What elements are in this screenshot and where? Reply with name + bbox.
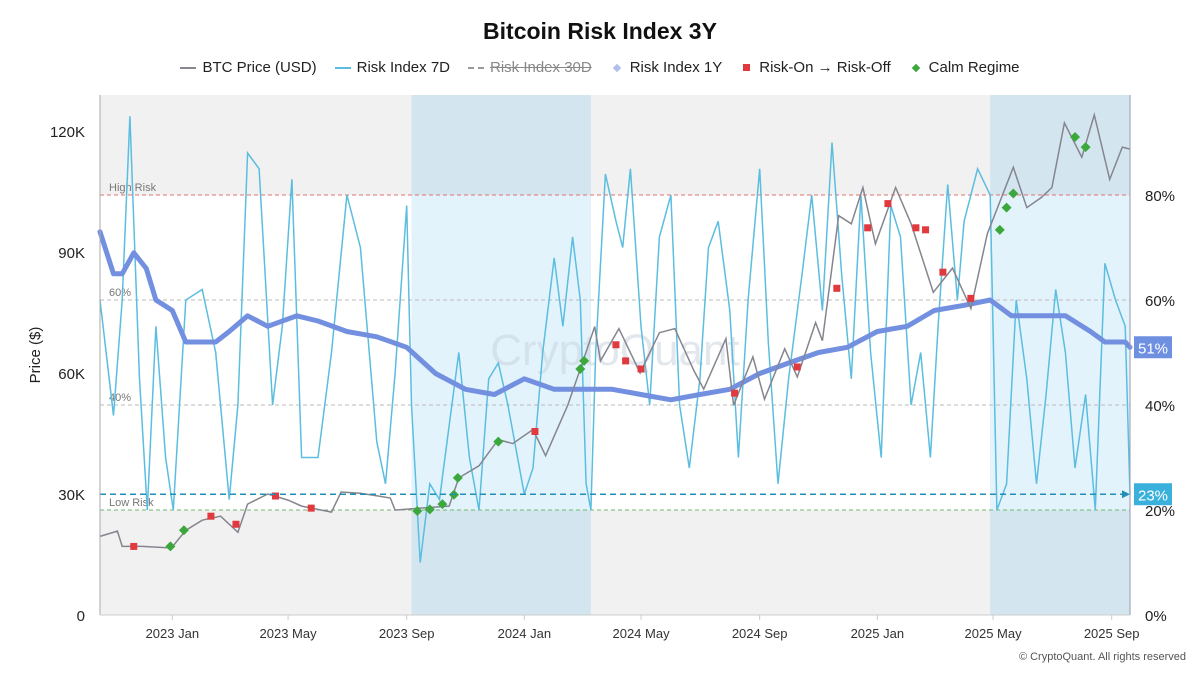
y2-tick-label: 80% [1145, 188, 1175, 205]
calm-regime-marker [437, 499, 448, 510]
risk-on-off-marker [833, 284, 841, 292]
x-tick-label: 2024 Sep [732, 626, 788, 641]
x-tick-label: 2023 Jan [146, 626, 200, 641]
shaded-period-band [990, 195, 1130, 510]
x-tick-label: 2023 May [260, 626, 318, 641]
risk-on-off-marker [531, 427, 539, 435]
legend-item[interactable]: Risk-On → Risk-Off [740, 59, 891, 76]
risk-on-off-marker [130, 542, 138, 550]
current-7d-arrow-icon [1122, 490, 1130, 499]
current-7d-badge [1134, 483, 1172, 506]
legend-item[interactable]: Risk Index 1Y [610, 59, 723, 76]
shaded-period-band [411, 195, 591, 510]
legend: BTC Price (USD) Risk Index 7D Risk Index 3… [0, 59, 1200, 76]
legend-label: Risk Index 30D [490, 59, 592, 76]
y-tick-label: 120K [50, 124, 85, 141]
risk-index-7d-line [99, 116, 1131, 563]
risk-on-off-marker [912, 224, 920, 232]
risk-on-off-marker [207, 512, 215, 520]
risk-on-off-marker [939, 268, 947, 276]
risk-on-off-marker [922, 226, 930, 234]
legend-label: Risk Index 1Y [629, 59, 723, 76]
neutral-band [100, 195, 1130, 510]
risk-on-off-marker [622, 357, 630, 365]
risk-on-off-marker [637, 365, 645, 373]
calm-regime-marker [452, 472, 463, 483]
legend-swatch-icon [743, 64, 751, 71]
y2-tick-label: 0% [1145, 608, 1167, 625]
x-tick-label: 2024 May [612, 626, 670, 641]
legend-swatch-icon [334, 66, 351, 69]
legend-item[interactable]: Risk Index 30D [468, 59, 592, 76]
risk-index-1y-line [97, 229, 1133, 403]
current-1y-label: 51% [1138, 340, 1168, 357]
risk-on-off-marker [864, 224, 872, 232]
copyright-footer: © CryptoQuant. All rights reserved [1018, 651, 1186, 663]
risk-on-off-marker [272, 492, 280, 500]
calm-regime-marker [178, 525, 189, 536]
risk-on-off-marker [731, 389, 739, 397]
legend-swatch-icon [468, 66, 484, 69]
risk-on-off-marker [793, 363, 801, 371]
reference-line-label: Low Risk [109, 497, 154, 509]
calm-regime-marker [1080, 142, 1091, 153]
risk-on-off-marker [612, 341, 620, 349]
y-tick-label: 90K [58, 245, 85, 262]
y-axis-title: Price ($) [27, 327, 44, 384]
calm-regime-marker [1008, 188, 1019, 199]
x-tick-label: 2023 Sep [379, 626, 435, 641]
calm-regime-marker [575, 363, 586, 374]
calm-regime-marker [1070, 132, 1081, 143]
y2-tick-label: 60% [1145, 293, 1175, 310]
risk-on-off-marker [232, 520, 240, 528]
y-tick-label: 0 [77, 608, 85, 625]
x-tick-label: 2025 May [965, 626, 1023, 641]
legend-label: Risk Index 7D [356, 59, 450, 76]
reference-line-label: 60% [109, 287, 131, 299]
x-tick-label: 2025 Jan [851, 626, 905, 641]
chart-title: Bitcoin Risk Index 3Y [483, 18, 717, 44]
x-tick-label: 2024 Jan [498, 626, 552, 641]
calm-regime-marker [412, 505, 423, 516]
calm-regime-marker [1001, 202, 1012, 213]
y2-tick-label: 40% [1145, 398, 1175, 415]
legend-label: Risk-On → Risk-Off [759, 59, 891, 76]
legend-item[interactable]: Risk Index 7D [334, 59, 450, 76]
current-7d-label: 23% [1138, 487, 1168, 504]
y-tick-label: 30K [58, 487, 85, 504]
legend-label: Calm Regime [928, 59, 1020, 76]
y2-tick-label: 20% [1145, 503, 1175, 520]
y-tick-label: 60K [58, 366, 85, 383]
risk-on-off-marker [967, 294, 975, 302]
current-1y-badge [1134, 336, 1172, 359]
legend-item[interactable]: BTC Price (USD) [180, 59, 317, 76]
calm-regime-marker [994, 224, 1005, 235]
calm-regime-marker [424, 504, 435, 515]
legend-swatch-icon [180, 66, 197, 69]
legend-label: BTC Price (USD) [202, 59, 317, 76]
calm-regime-marker [579, 355, 590, 366]
legend-item[interactable]: Calm Regime [909, 59, 1020, 76]
calm-regime-marker [493, 436, 504, 447]
risk-on-off-marker [884, 200, 892, 208]
x-tick-label: 2025 Sep [1084, 626, 1140, 641]
calm-regime-marker [165, 541, 176, 552]
risk-on-off-marker [307, 504, 315, 512]
